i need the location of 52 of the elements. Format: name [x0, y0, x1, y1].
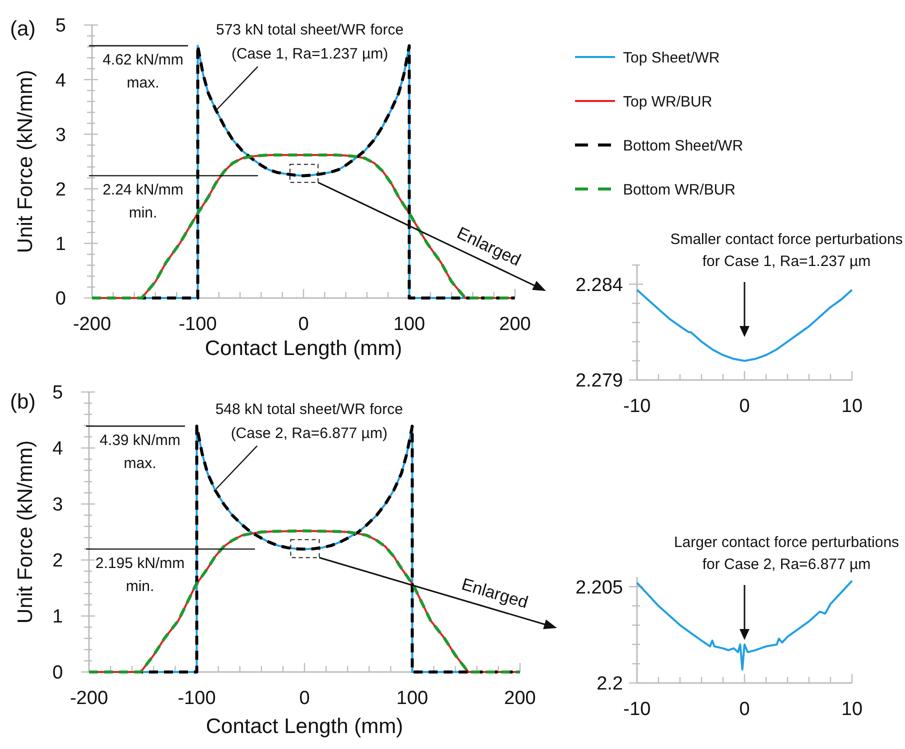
ref-line-label: 4.39 kN/mm max. [100, 432, 180, 472]
x-axis-title: Contact Length (mm) [206, 715, 404, 738]
y-tick-label: 5 [52, 382, 63, 404]
y-tick-label: 1 [52, 606, 63, 628]
ref-line-label: 2.24 kN/mm min. [102, 182, 184, 222]
y-tick-label: 2 [52, 550, 63, 572]
annotation: 573 kN total sheet/WR force (Case 1, Ra=1.237 µm) [216, 22, 404, 63]
x-tick-label: 10 [841, 699, 863, 720]
line-series [636, 580, 853, 671]
y-axis-title: Unit Force (kN/mm) [14, 440, 37, 624]
x-tick-label: 100 [393, 314, 426, 335]
legend-label: Top WR/BUR [623, 93, 712, 110]
y-tick-label: 0 [55, 288, 66, 310]
x-tick-label: -200 [72, 314, 112, 335]
y-tick-label: 3 [52, 494, 63, 516]
x-tick-label: 200 [504, 688, 536, 709]
y-tick-label: 2.205 [575, 577, 623, 598]
y-axis-title: Unit Force (kN/mm) [14, 70, 37, 254]
x-tick-label: 0 [739, 699, 750, 720]
x-tick-label: 0 [739, 396, 750, 417]
y-tick-label: 4 [55, 70, 66, 92]
legend-label: Bottom WR/BUR [623, 181, 736, 198]
chart-title: (b) [10, 390, 36, 414]
x-tick-label: -10 [623, 699, 651, 720]
chart-title: Larger contact force perturbations for Case 2, Ra=6.877 µm [674, 534, 900, 573]
chart-title: Smaller contact force perturbations for Case 1, Ra=1.237 µm [670, 230, 903, 270]
chart-title: (a) [10, 17, 36, 40]
annotation: 548 kN total sheet/WR force (Case 2, Ra=6.877 µm) [215, 400, 403, 442]
legend-label: Bottom Sheet/WR [623, 137, 744, 154]
x-tick-label: 0 [299, 688, 310, 709]
y-tick-label: 0 [52, 662, 63, 684]
x-tick-label: -100 [178, 314, 217, 335]
ref-line-label: 2.195 kN/mm min. [95, 555, 185, 596]
y-tick-label: 2 [55, 179, 66, 200]
x-axis-title: Contact Length (mm) [204, 337, 402, 360]
y-tick-label: 1 [55, 234, 66, 256]
x-tick-label: -100 [178, 688, 216, 709]
y-tick-label: 2.279 [575, 370, 623, 392]
x-tick-label: -10 [623, 396, 651, 417]
line-series [636, 288, 853, 362]
ref-line-label: 4.62 kN/mm max. [102, 52, 184, 92]
x-tick-label: 200 [499, 314, 531, 335]
y-tick-label: 2.2 [596, 674, 623, 695]
y-tick-label: 4 [52, 438, 64, 460]
x-tick-label: 0 [298, 314, 309, 335]
y-tick-label: 5 [55, 16, 66, 37]
x-tick-label: -200 [70, 688, 108, 709]
x-tick-label: 10 [841, 396, 863, 417]
y-tick-label: 2.284 [575, 274, 624, 296]
y-tick-label: 3 [55, 124, 66, 146]
x-tick-label: 100 [396, 688, 428, 709]
legend-label: Top Sheet/WR [623, 49, 720, 66]
